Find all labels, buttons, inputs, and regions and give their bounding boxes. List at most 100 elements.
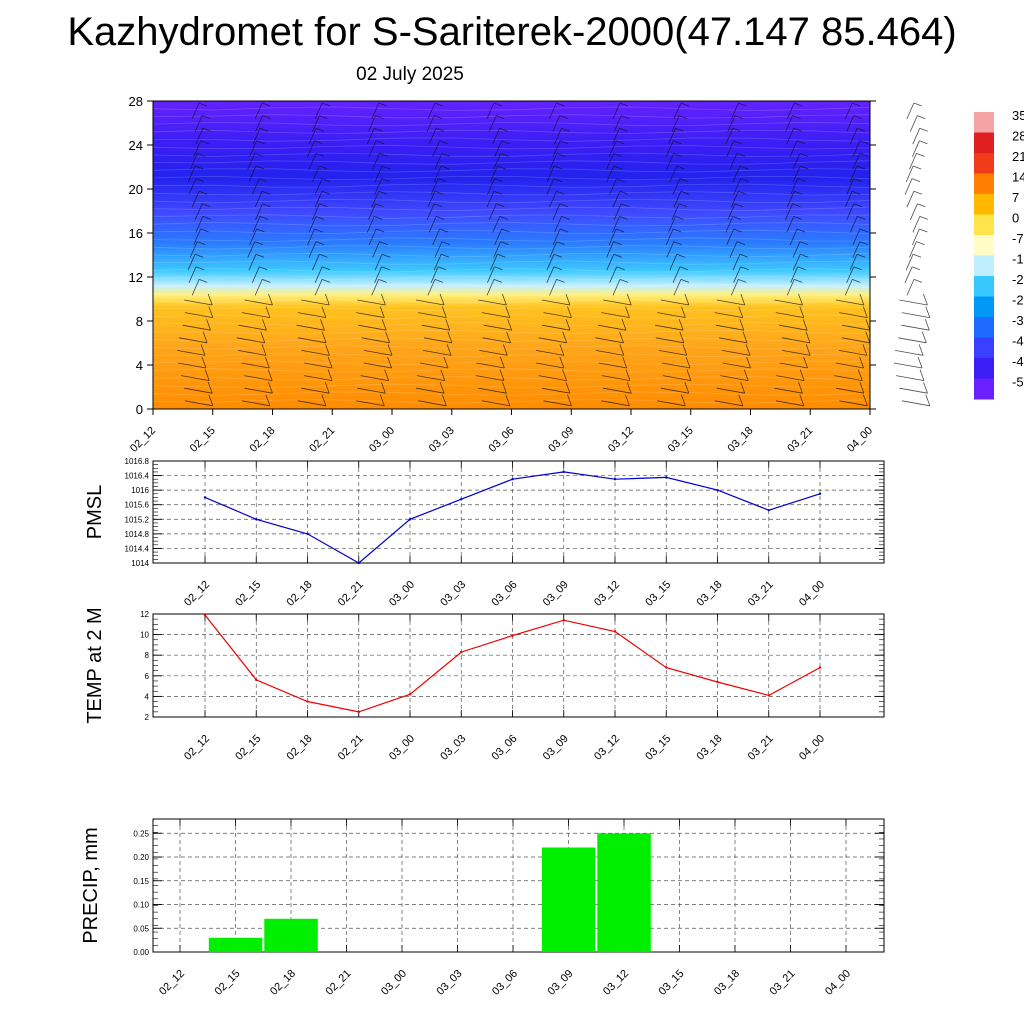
- wind-barb: [416, 369, 446, 381]
- y-tick-label: 0: [136, 402, 143, 417]
- wind-barb: [372, 153, 388, 170]
- x-tick-label: 02_21: [336, 579, 366, 609]
- contour-line: [152, 352, 871, 358]
- x-tick-label: 03_09: [546, 425, 576, 455]
- wind-barb: [725, 127, 741, 145]
- wind-barb: [490, 165, 506, 183]
- wind-barb: [792, 253, 809, 271]
- y-tick-label: 1015.6: [125, 501, 150, 510]
- wind-barb: [494, 140, 510, 157]
- y-tick-label: 20: [129, 182, 143, 197]
- data-point: [460, 498, 463, 501]
- data-point: [716, 680, 719, 684]
- wind-barb: [782, 344, 811, 356]
- wind-barb: [554, 127, 570, 145]
- wind-barb: [729, 241, 746, 258]
- x-tick-label: 02_12: [182, 579, 212, 609]
- contour-line: [152, 191, 871, 196]
- wind-barb: [779, 319, 808, 331]
- x-tick-label: 03_03: [438, 733, 468, 763]
- y-tick-label: 6: [145, 672, 150, 681]
- wind-barb: [248, 253, 265, 271]
- y-tick-label: 8: [145, 651, 150, 660]
- wind-barb: [314, 178, 331, 195]
- panel-frame: [152, 818, 885, 953]
- wind-barb: [721, 344, 751, 356]
- x-tick-label: 02_18: [248, 425, 278, 455]
- x-tick-label: 03_06: [490, 579, 520, 609]
- wind-barb: [476, 356, 505, 369]
- wind-barb: [549, 102, 565, 120]
- panel-frame: [152, 460, 885, 564]
- wind-barb: [481, 306, 511, 318]
- wind-barb: [244, 382, 273, 394]
- wind-barb: [430, 178, 447, 195]
- wind-barb: [255, 115, 271, 132]
- wind-barb: [423, 331, 453, 344]
- wind-barb: [486, 102, 503, 120]
- wind-barb: [308, 241, 325, 258]
- wind-barb: [314, 190, 331, 208]
- wind-barb: [189, 153, 206, 170]
- x-tick-label: 03_00: [367, 425, 397, 455]
- contour-line: [152, 183, 871, 188]
- x-tick-label: 03_21: [746, 733, 776, 763]
- wind-barb: [666, 241, 682, 258]
- wind-barb: [478, 382, 507, 394]
- wind-barb: [538, 369, 567, 381]
- wind-barb: [363, 344, 393, 356]
- wind-barb: [673, 190, 690, 208]
- wind-barb: [901, 306, 931, 318]
- wind-barb: [255, 203, 271, 220]
- wind-barb: [301, 382, 330, 394]
- wind-barb: [238, 319, 267, 331]
- wind-barb: [789, 228, 806, 246]
- x-tick-label: 03_06: [490, 733, 520, 763]
- x-tick-label: 03_00: [387, 579, 417, 609]
- y-tick-label: 1014.8: [125, 530, 150, 539]
- wind-barb: [849, 127, 866, 145]
- wind-barb: [360, 369, 389, 381]
- colorbar-swatch: [974, 214, 994, 236]
- wind-barb: [314, 102, 331, 120]
- bar: [597, 833, 651, 953]
- contour-line: [152, 168, 871, 173]
- wind-barb: [546, 178, 562, 195]
- wind-barb: [595, 344, 625, 356]
- wind-barb: [731, 102, 747, 120]
- x-tick-label: 03_15: [657, 968, 687, 998]
- colorbar-label: 7: [1012, 190, 1019, 205]
- wind-barb: [846, 203, 862, 220]
- x-tick-label: 02_21: [307, 425, 337, 455]
- wind-barb: [427, 279, 444, 296]
- x-tick-label: 03_15: [643, 579, 673, 609]
- wind-barb: [730, 279, 747, 296]
- wind-barb: [552, 140, 569, 157]
- contour-line: [152, 291, 871, 296]
- wind-barb: [182, 319, 211, 331]
- wind-barb: [535, 356, 565, 369]
- wind-barb: [356, 306, 385, 318]
- wind-barb: [898, 331, 927, 344]
- wind-barb: [716, 382, 746, 394]
- colorbar-label: -3: [1012, 313, 1024, 328]
- wind-barb: [911, 228, 928, 246]
- data-point: [255, 518, 258, 521]
- wind-barb: [492, 127, 508, 145]
- x-tick-label: 03_06: [487, 425, 517, 455]
- wind-barb: [416, 293, 445, 306]
- wind-barb: [603, 382, 632, 394]
- wind-barb: [715, 319, 745, 331]
- wind-barb: [912, 140, 928, 157]
- wind-barb: [774, 382, 803, 394]
- wind-barb: [193, 228, 209, 246]
- wind-barb: [298, 331, 327, 344]
- x-tick-label: 03_18: [726, 425, 756, 455]
- wind-barb: [720, 369, 749, 381]
- wind-barb: [434, 241, 451, 258]
- wind-barb: [598, 356, 628, 369]
- wind-barb: [792, 165, 809, 183]
- data-point: [408, 518, 412, 521]
- wind-barb: [612, 127, 628, 145]
- wind-barb: [606, 153, 622, 170]
